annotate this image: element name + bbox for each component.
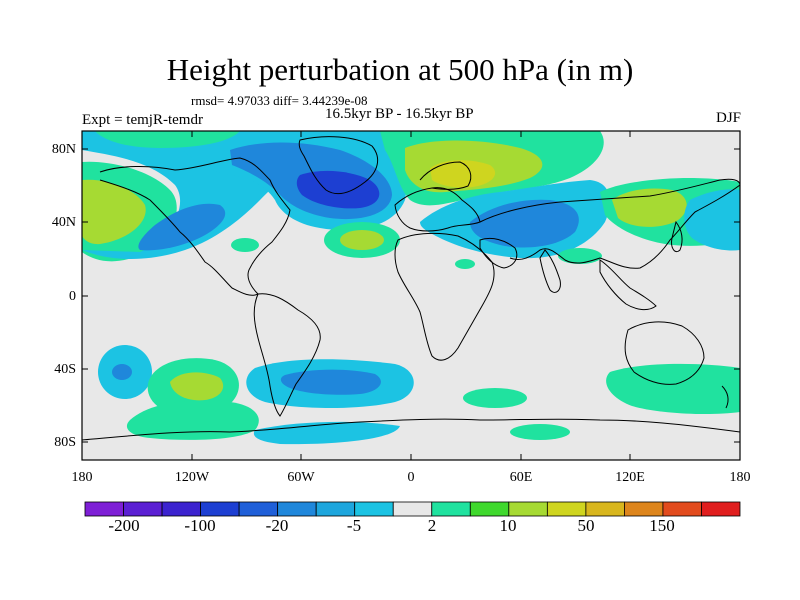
lon-tick-label: 120W [175, 470, 210, 485]
contour-spot-2 [455, 259, 475, 269]
lat-tick-label: 80N [52, 142, 76, 157]
colorbar [84, 501, 741, 517]
contour-npac-positive-core [82, 179, 146, 245]
lon-tick-label: 180 [730, 470, 751, 485]
coast-greenland [298, 136, 379, 195]
contour-sh-neg-1-core [112, 364, 132, 380]
contour-asia-negative-mid [470, 199, 579, 248]
contour-sh-pos-5 [510, 424, 570, 440]
colorbar-label: 2 [428, 516, 437, 535]
coast-arabia [479, 237, 518, 269]
lon-tick-label: 60E [510, 470, 533, 485]
contour-npac-east-negative [684, 189, 740, 251]
lat-tick-label: 0 [69, 289, 76, 304]
colorbar-swatch [431, 501, 471, 517]
coast-australia [624, 321, 705, 385]
contour-pacific-negative-mid [138, 203, 226, 251]
colorbar-labels: -200 -100 -20 -5 2 10 50 150 [108, 516, 674, 535]
colorbar-label: -20 [266, 516, 289, 535]
contour-arctic-north-positive [95, 131, 240, 148]
contour-sh-pos-1-core [170, 372, 224, 401]
colorbar-swatch [277, 501, 317, 517]
season-label: DJF [715, 110, 741, 126]
colorbar-swatch [238, 501, 279, 517]
colorbar-swatch [84, 501, 124, 517]
colorbar-label: -100 [184, 516, 215, 535]
colorbar-label: -200 [108, 516, 139, 535]
coast-south-america [253, 293, 321, 417]
map-title: Height perturbation at 500 hPa (in m) [166, 52, 634, 87]
contour-east-asia-positive-mid [612, 188, 687, 227]
contour-fields [82, 131, 740, 445]
contour-sh-pos-4 [463, 388, 527, 408]
coast-antarctica [82, 418, 740, 441]
contour-atlantic-positive-core [340, 230, 384, 250]
coast-scandinavia [419, 161, 472, 190]
period-label: 16.5kyr BP - 16.5kyr BP [325, 106, 474, 122]
lat-axis [82, 148, 740, 443]
contour-scandinavia-positive-core [430, 160, 496, 188]
lat-tick-label: 40S [54, 362, 76, 377]
experiment-label: Expt = temjR-temdr [82, 112, 203, 128]
colorbar-swatch [161, 501, 201, 517]
lon-axis [81, 131, 741, 460]
coast-india [539, 249, 561, 293]
colorbar-swatch [624, 501, 664, 517]
lat-tick-label: 40N [52, 215, 76, 230]
contour-sh-pos-3 [606, 363, 740, 414]
colorbar-label: -5 [347, 516, 361, 535]
contour-spot-3 [558, 248, 602, 264]
coast-north-america [99, 157, 291, 296]
contour-sh-neg-2-mid [280, 369, 381, 395]
colorbar-swatch [508, 501, 548, 517]
colorbar-label: 50 [578, 516, 595, 535]
colorbar-swatch [392, 501, 433, 517]
lon-tick-label: 180 [72, 470, 93, 485]
colorbar-swatch [469, 501, 510, 517]
colorbar-swatch [354, 501, 394, 517]
lon-tick-label: 60W [287, 470, 315, 485]
colorbar-swatch [315, 501, 356, 517]
lon-tick-label: 0 [408, 470, 415, 485]
lon-tick-label: 120E [615, 470, 645, 485]
contour-sh-pos-2 [126, 400, 259, 440]
rmsd-stats: rmsd= 4.97033 diff= 3.44239e-08 [191, 93, 368, 108]
contour-spot-1 [231, 238, 259, 252]
coast-africa [394, 232, 495, 361]
colorbar-swatch [701, 501, 741, 517]
lat-tick-label: 80S [54, 435, 76, 450]
colorbar-label: 150 [649, 516, 675, 535]
coast-southeast-asia [599, 259, 657, 311]
coast-japan [671, 220, 683, 253]
lon-tick-labels: 180 120W 60W 0 60E 120E 180 [72, 470, 751, 485]
lat-tick-labels: 80N 40N 0 40S 80S [52, 142, 76, 450]
colorbar-swatch [662, 501, 702, 517]
coast-asia [479, 178, 740, 269]
colorbar-swatch [123, 501, 163, 517]
colorbar-swatch [200, 501, 240, 517]
colorbar-label: 10 [500, 516, 517, 535]
colorbar-swatch [585, 501, 625, 517]
coastlines [82, 136, 740, 441]
colorbar-swatch [546, 501, 587, 517]
coast-new-zealand [721, 385, 729, 409]
